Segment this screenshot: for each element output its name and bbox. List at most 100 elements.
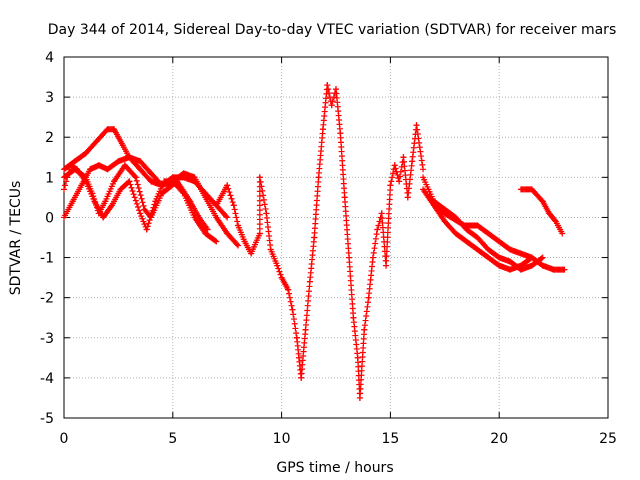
data-point	[362, 317, 369, 324]
data-point	[375, 222, 382, 229]
data-point	[137, 192, 144, 199]
data-point	[62, 182, 69, 189]
data-markers	[61, 82, 568, 401]
y-tick-label: 1	[45, 170, 54, 186]
data-point	[274, 262, 281, 269]
data-point	[128, 184, 135, 191]
data-point	[132, 197, 139, 204]
data-point	[363, 313, 370, 320]
data-point	[416, 139, 423, 146]
data-point	[370, 249, 377, 256]
y-axis-label: SDTVAR / TECUs	[8, 181, 24, 296]
data-point	[259, 187, 266, 194]
data-point	[127, 181, 134, 188]
data-point	[277, 271, 284, 278]
data-point	[364, 303, 371, 310]
data-point	[131, 194, 138, 201]
data-point	[391, 162, 398, 169]
data-point	[137, 210, 144, 217]
data-point	[235, 242, 242, 249]
data-point	[136, 207, 143, 214]
x-axis-label: GPS time / hours	[276, 460, 393, 476]
data-point	[419, 161, 426, 168]
data-point	[93, 201, 100, 208]
data-point	[285, 286, 292, 293]
data-point	[373, 231, 380, 238]
data-point	[371, 245, 378, 252]
data-point	[229, 199, 236, 206]
data-point	[126, 178, 133, 185]
plot-border	[63, 56, 609, 419]
data-point	[328, 102, 335, 109]
data-point	[145, 220, 152, 227]
x-tick-label: 25	[599, 431, 617, 447]
data-point	[134, 181, 141, 188]
x-tick-label: 5	[168, 431, 177, 447]
y-tick-label: 2	[45, 130, 54, 146]
data-point	[63, 178, 70, 185]
data-point	[369, 254, 376, 261]
x-tick-label: 15	[381, 431, 399, 447]
data-point	[258, 183, 265, 190]
data-point	[325, 86, 332, 93]
series-late-track	[517, 186, 566, 237]
data-point	[143, 226, 150, 233]
data-point	[414, 131, 421, 138]
data-point	[138, 213, 145, 220]
data-point	[275, 265, 282, 272]
data-point	[413, 122, 420, 129]
data-point	[61, 186, 67, 193]
data-point	[233, 214, 240, 221]
data-point	[330, 94, 337, 101]
data-point	[224, 214, 231, 221]
data-point	[130, 191, 137, 198]
data-point	[226, 189, 233, 196]
data-point	[292, 325, 299, 332]
data-point	[139, 199, 146, 206]
data-point	[260, 192, 267, 199]
x-tick-label: 0	[60, 431, 69, 447]
data-point	[329, 98, 336, 105]
data-point	[286, 294, 293, 301]
data-point	[528, 254, 535, 261]
data-point	[415, 135, 422, 142]
data-point	[392, 165, 399, 172]
data-point	[559, 230, 566, 237]
y-tick-label: 0	[45, 210, 54, 226]
data-point	[361, 322, 368, 329]
data-point	[418, 157, 425, 164]
data-point	[257, 178, 264, 185]
y-tick-label: -5	[40, 411, 54, 427]
series-evening-c	[426, 194, 535, 261]
data-point	[290, 311, 297, 318]
data-point	[227, 192, 234, 199]
y-tick-label: 4	[45, 50, 54, 66]
data-point	[326, 90, 333, 97]
data-point	[93, 204, 100, 211]
data-point	[223, 213, 230, 220]
data-point	[140, 218, 147, 225]
data-point	[365, 299, 372, 306]
data-point	[288, 302, 295, 309]
data-point	[228, 195, 235, 202]
data-point	[233, 241, 240, 248]
data-point	[261, 201, 268, 208]
data-point	[81, 173, 88, 180]
x-axis-ticks: 0 5 10 15 20 25	[60, 57, 617, 447]
data-point	[256, 174, 263, 181]
y-tick-label: 3	[45, 90, 54, 106]
data-point	[204, 226, 211, 233]
data-point	[418, 153, 425, 160]
data-point	[129, 187, 136, 194]
grid	[64, 57, 608, 418]
y-tick-label: -4	[40, 371, 54, 387]
data-point	[224, 182, 231, 189]
data-point	[141, 221, 148, 228]
data-point	[372, 240, 379, 247]
data-point	[561, 266, 568, 273]
x-tick-label: 20	[490, 431, 508, 447]
data-point	[276, 268, 283, 275]
data-point	[136, 188, 143, 195]
data-point	[92, 198, 99, 205]
data-point	[374, 226, 381, 233]
